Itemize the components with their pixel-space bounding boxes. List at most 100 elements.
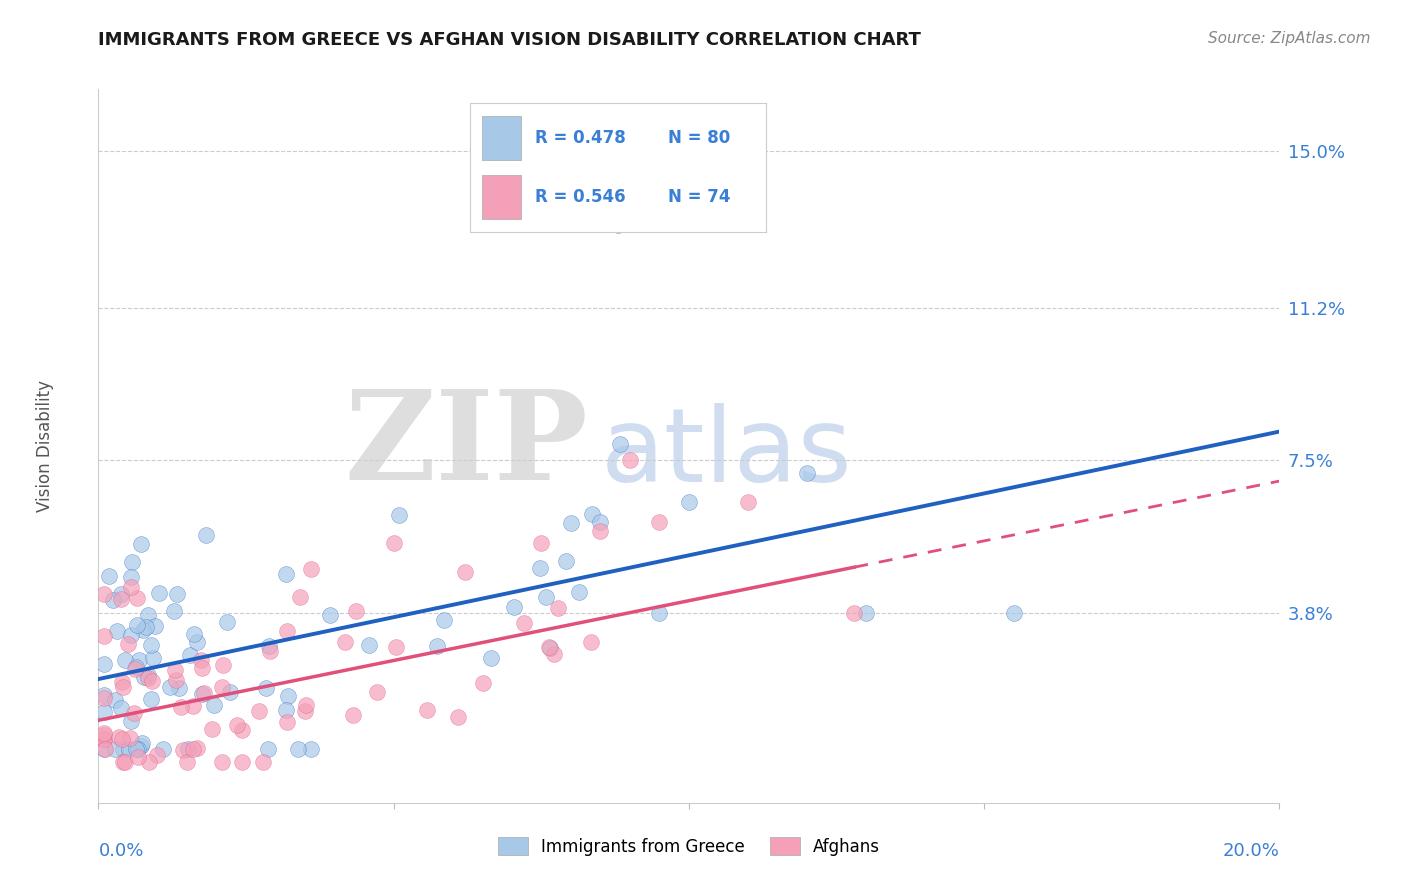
Point [194,527,217,541]
Point [129,536,152,550]
Point [190,653,212,667]
Point [111,680,134,694]
Point [93,726,115,740]
Point [124,662,146,676]
Point [366,685,388,699]
Point [257,742,280,756]
Point [114,653,136,667]
Point [120,570,142,584]
Point [138,671,160,685]
Point [125,660,148,674]
Point [148,586,170,600]
Point [416,703,439,717]
Point [93,727,115,741]
Point [288,591,311,605]
Point [543,647,565,661]
Point [110,591,132,606]
Point [447,710,470,724]
Point [141,674,163,689]
Point [529,561,551,575]
Point [111,741,134,756]
Point [93,690,115,705]
Point [231,723,253,737]
Point [202,698,225,713]
Point [181,699,204,714]
Point [247,704,270,718]
Point [110,701,132,715]
Point [257,640,280,654]
Point [165,663,187,677]
Text: atlas: atlas [600,402,852,504]
Point [589,516,612,530]
Point [737,494,759,508]
Point [231,755,253,769]
Point [167,681,190,696]
Point [139,691,162,706]
Point [502,600,524,615]
Point [135,620,157,634]
Point [122,706,145,721]
Point [121,555,143,569]
Point [579,635,602,649]
Point [252,755,274,769]
Point [294,698,316,713]
Point [648,516,671,530]
Point [678,494,700,508]
Point [93,732,115,747]
Point [855,606,877,620]
Point [648,606,671,620]
Point [211,657,233,672]
Point [120,628,142,642]
Point [217,615,239,629]
Point [299,562,322,576]
Point [382,536,405,550]
Text: Vision Disability: Vision Disability [37,380,55,512]
Point [344,604,367,618]
Point [226,717,249,731]
Point [169,700,191,714]
Point [433,613,456,627]
Point [105,624,128,638]
Point [146,748,169,763]
Point [111,731,134,746]
Point [179,648,201,663]
Point [125,591,148,605]
Text: 0.0%: 0.0% [98,842,143,860]
Point [259,643,281,657]
Point [211,755,233,769]
Point [177,742,200,756]
Point [104,742,127,756]
Point [152,742,174,756]
Point [181,742,204,756]
Point [120,731,142,745]
Point [287,742,309,756]
Point [131,736,153,750]
Point [193,685,215,699]
Point [333,635,356,649]
Point [120,714,142,728]
Point [120,580,142,594]
Point [512,615,534,630]
Point [93,629,115,643]
Point [796,466,818,480]
Point [342,708,364,723]
Point [186,741,208,756]
Text: ZIP: ZIP [344,385,589,507]
Point [481,651,503,665]
Point [276,624,298,638]
Point [530,536,553,550]
Point [127,741,149,756]
Text: Source: ZipAtlas.com: Source: ZipAtlas.com [1208,31,1371,46]
Point [97,569,120,583]
Point [183,627,205,641]
Legend: Immigrants from Greece, Afghans: Immigrants from Greece, Afghans [491,830,887,863]
Point [125,742,148,756]
Point [276,703,298,717]
Point [143,619,166,633]
Point [110,586,132,600]
Point [211,681,233,695]
Point [191,661,214,675]
Point [93,688,115,702]
Point [844,606,866,620]
Point [136,668,159,682]
